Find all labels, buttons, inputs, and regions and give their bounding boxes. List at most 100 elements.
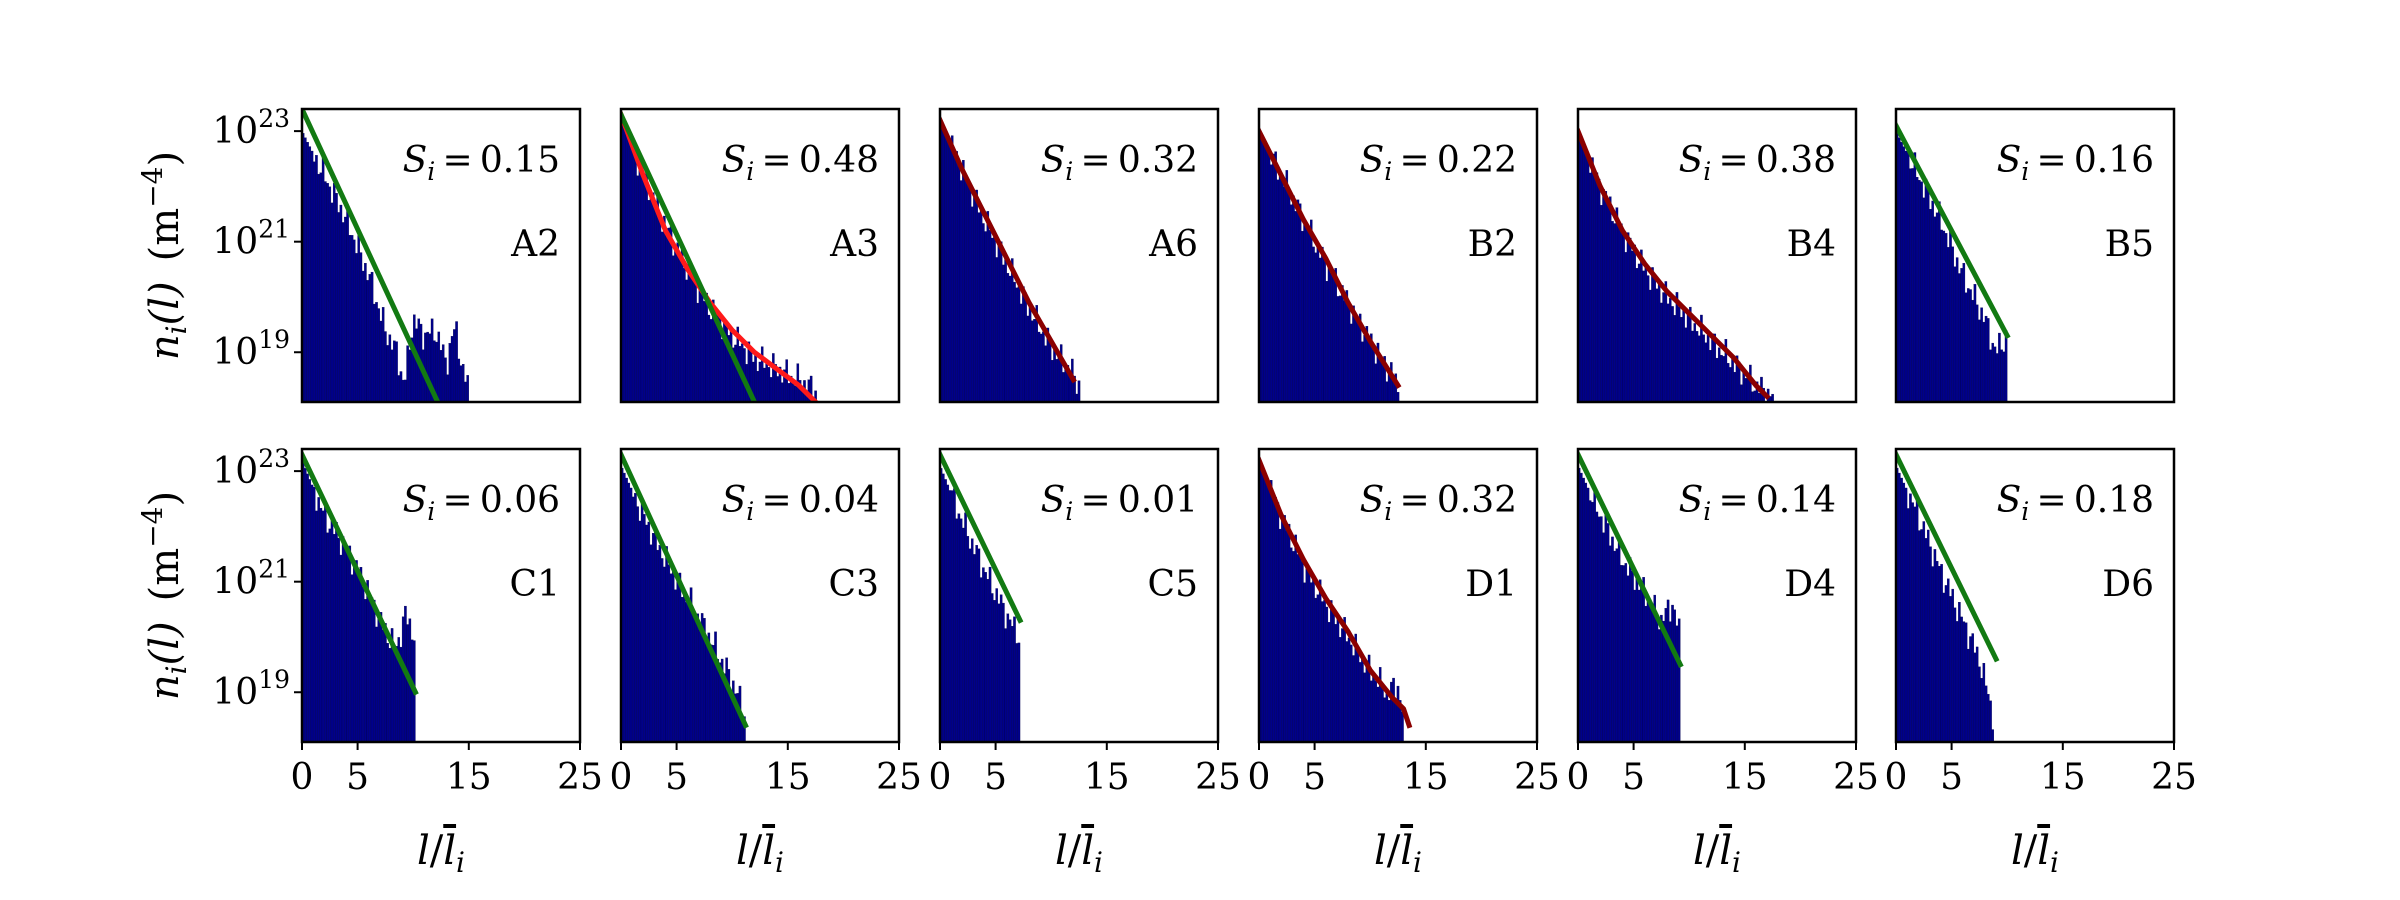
histogram-bar <box>631 496 635 742</box>
histogram-bar <box>1011 626 1014 742</box>
histogram-bar <box>1294 211 1297 402</box>
histogram-bar <box>640 500 644 742</box>
x-tick-label: 25 <box>1833 757 1879 798</box>
histogram-bar <box>1740 384 1743 402</box>
histogram-bar <box>1586 155 1590 402</box>
histogram-bar <box>678 256 682 402</box>
histogram-bar <box>1751 391 1754 402</box>
histogram-bar <box>1711 333 1714 402</box>
sample-label: A2 <box>510 224 560 265</box>
axes-frame <box>300 447 582 744</box>
histogram-bar <box>1657 282 1661 402</box>
histogram-bar <box>1292 195 1295 402</box>
histogram-bar <box>1953 266 1957 402</box>
histogram-bar <box>1982 662 1986 742</box>
histogram-bar <box>439 350 443 402</box>
histogram-bar <box>1294 534 1297 742</box>
y-tick-label: 1021 <box>212 215 290 263</box>
histogram-bar <box>645 524 648 742</box>
histogram-bar <box>814 390 817 402</box>
selectivity-label: Si = 0.32 <box>1041 140 1198 186</box>
histogram-bar <box>1048 339 1052 402</box>
histogram-bar <box>696 302 699 402</box>
panel-D6: Si = 0.18 D6 0 5 15 25 l/li <box>1885 447 2197 879</box>
panel-B4: Si = 0.38 B4 <box>1576 107 1858 404</box>
histogram-bar <box>1744 378 1748 402</box>
histogram-bar <box>1671 604 1674 742</box>
histogram-bar <box>1933 549 1937 742</box>
x-tick-label: 0 <box>291 757 314 798</box>
histogram-bar <box>720 339 724 402</box>
histogram-bar <box>1312 246 1315 402</box>
histogram-bar <box>344 216 347 402</box>
selectivity-label: Si = 0.18 <box>1997 480 2154 526</box>
histogram-bar <box>1310 219 1313 402</box>
histogram-bar <box>1624 252 1628 402</box>
histogram-bar <box>1620 223 1623 402</box>
histogram-bar <box>344 546 347 742</box>
histogram-bar <box>355 560 358 742</box>
histogram-bar <box>459 365 463 402</box>
histogram-bar <box>1318 579 1322 742</box>
histogram-bar <box>1267 150 1271 402</box>
histogram-bar <box>1285 530 1289 742</box>
histogram-bar <box>1004 258 1007 402</box>
histogram-bar <box>1620 565 1623 742</box>
histogram-bar <box>1272 153 1275 402</box>
histogram-bar <box>1929 546 1932 742</box>
selectivity-label: Si = 0.15 <box>403 140 560 186</box>
histogram-bar <box>375 302 378 402</box>
histogram-bar <box>1593 486 1596 742</box>
histogram-bar <box>1995 353 1999 402</box>
selectivity-label: Si = 0.22 <box>1360 140 1517 186</box>
histogram-bar <box>709 319 713 402</box>
histogram-bar <box>1904 150 1908 402</box>
histogram-bar <box>1898 472 1901 742</box>
histogram-bar <box>1702 334 1705 402</box>
histogram-bar <box>984 572 987 742</box>
histogram-bar <box>1031 320 1034 402</box>
histogram-bar <box>669 226 673 402</box>
histogram-bar <box>669 573 673 742</box>
histogram-bar <box>1396 685 1400 742</box>
histogram-bar <box>366 280 369 402</box>
histogram-bar <box>1915 176 1919 402</box>
histogram-bar <box>1602 189 1605 402</box>
histogram-bar <box>1330 600 1333 742</box>
histogram-bar <box>1684 327 1688 402</box>
histogram-bar <box>1644 605 1648 742</box>
sample-label: D6 <box>2102 564 2154 605</box>
histogram-bar <box>1900 142 1903 402</box>
histogram-bar <box>332 183 336 402</box>
histogram-bar <box>955 151 958 402</box>
histogram-bar <box>1615 548 1619 742</box>
histogram-bar <box>441 344 445 402</box>
histogram-bar <box>1646 601 1650 742</box>
x-tick-label: 25 <box>876 757 922 798</box>
x-tick-label: 0 <box>1567 757 1590 798</box>
histogram-bar <box>1287 193 1291 402</box>
histogram-bar <box>758 361 762 402</box>
histogram-bar <box>1385 688 1389 742</box>
histogram-bar <box>357 575 360 742</box>
histogram-bar <box>1015 287 1018 402</box>
histogram-bar <box>1004 628 1007 742</box>
histogram-bar <box>1655 613 1659 742</box>
histogram-bar <box>1352 655 1355 742</box>
histogram-bar <box>312 486 316 742</box>
histogram-bar <box>1310 582 1313 742</box>
histogram-bar <box>1292 551 1295 742</box>
histogram-bar <box>1757 392 1761 402</box>
histogram-bar <box>450 336 454 402</box>
histogram-bar <box>330 202 334 402</box>
histogram-bar <box>1611 221 1614 402</box>
histogram-bar <box>725 657 728 742</box>
histogram-bar <box>1350 323 1353 402</box>
histogram-bar <box>1316 242 1320 402</box>
histogram-bar <box>1991 342 1995 402</box>
histogram-bar <box>1363 672 1366 742</box>
histogram-bar <box>649 544 653 742</box>
histogram-bar <box>457 358 461 402</box>
histogram-bar <box>756 370 760 402</box>
histogram-bar <box>1662 292 1665 402</box>
